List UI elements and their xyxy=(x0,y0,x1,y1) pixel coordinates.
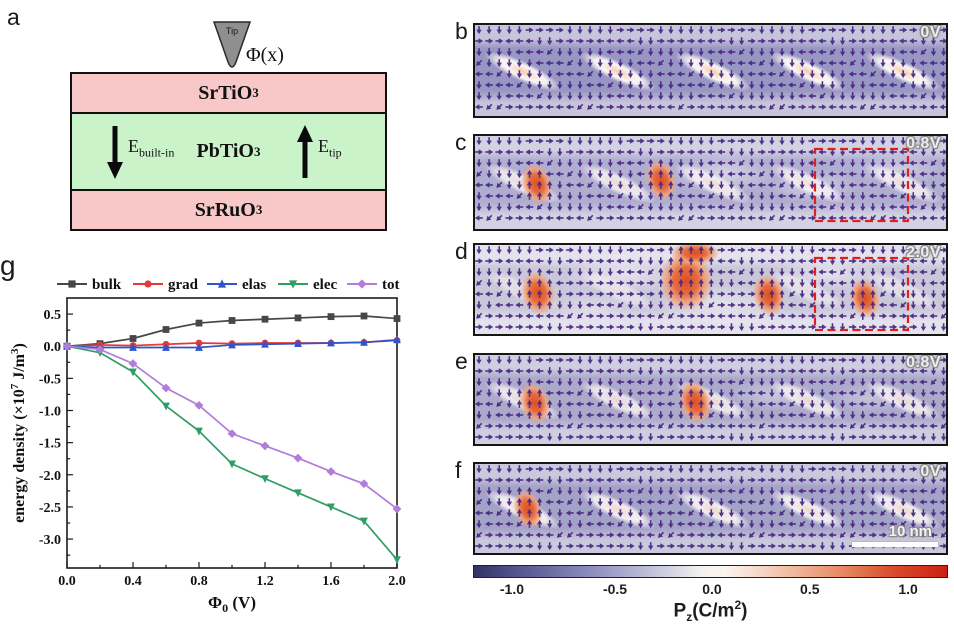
svg-text:-1.5: -1.5 xyxy=(39,437,61,452)
scalebar xyxy=(852,542,938,547)
polarization-map-e xyxy=(473,353,948,446)
colorbar-tick: -1.0 xyxy=(499,581,524,597)
pz-colorbar: -1.0 -0.5 0.0 0.5 1.0 Pz(C/m2) xyxy=(473,565,948,635)
panel-frame xyxy=(473,353,948,446)
vector-arrows xyxy=(474,465,948,551)
layer-srtio3-label: SrTiO xyxy=(198,81,253,104)
tip-label: Tip xyxy=(226,26,238,36)
field-panel-d: 2.0V xyxy=(473,243,948,336)
x-axis-label: Φ0 (V) xyxy=(208,593,256,615)
svg-text:-0.5: -0.5 xyxy=(39,372,61,387)
panel-label-e: e xyxy=(455,348,468,374)
scalebar-label: 10 nm xyxy=(888,523,932,540)
colorbar-tick: 0.5 xyxy=(800,581,820,597)
layer-sruo3: SrRuO 3 xyxy=(72,191,385,229)
voltage-badge-c: 0.8V xyxy=(906,135,941,152)
svg-text:0.4: 0.4 xyxy=(124,574,142,589)
tip-potential-label: Φ(x) xyxy=(246,44,284,66)
polarization-map-f xyxy=(473,462,948,555)
panel-frame xyxy=(473,23,948,118)
colorbar-tick: 0.0 xyxy=(702,581,722,597)
vector-arrows xyxy=(474,26,948,110)
svg-text:0.0: 0.0 xyxy=(44,340,62,355)
vector-arrows xyxy=(474,356,948,442)
legend-item-elec: elec xyxy=(278,277,337,293)
film-stack: SrTiO 3 Ebuilt-in PbTiO 3 Etip SrRuO 3 xyxy=(70,72,387,231)
vector-arrows xyxy=(474,245,948,332)
series-tot xyxy=(62,341,402,514)
panel-label-d: d xyxy=(455,238,468,264)
energy-density-chart: 0.0 0.4 0.8 1.2 1.6 2.0 0.5 0.0 -0.5 -1.0 -1.5 -2.0… xyxy=(9,277,406,615)
panel-label-g: g xyxy=(0,250,16,281)
svg-text:grad: grad xyxy=(168,277,199,293)
colorbar-axis-label: Pz(C/m2) xyxy=(673,598,748,625)
svg-text:elec: elec xyxy=(313,277,337,293)
legend-item-bulk: bulk xyxy=(57,277,122,293)
field-panel-b: 0V xyxy=(473,23,948,118)
layer-sruo3-label: SrRuO xyxy=(194,198,256,221)
svg-text:1.2: 1.2 xyxy=(256,574,274,589)
field-panel-c: 0.8V xyxy=(473,134,948,231)
voltage-badge-b: 0V xyxy=(920,24,941,41)
y-axis-label: energy density (×107 J/m3) xyxy=(9,343,28,523)
e-tip-up-arrow-icon xyxy=(297,125,313,178)
panel-frame xyxy=(473,243,948,336)
polarization-map-b xyxy=(473,23,948,118)
dashed-roi-box xyxy=(813,256,910,332)
svg-text:elas: elas xyxy=(242,277,266,293)
e-builtin-label: Ebuilt-in xyxy=(128,136,175,160)
voltage-badge-d: 2.0V xyxy=(906,244,941,261)
field-panel-e: 0.8V xyxy=(473,353,948,446)
svg-text:-2.0: -2.0 xyxy=(39,469,61,484)
svg-text:-3.0: -3.0 xyxy=(39,533,61,548)
vector-arrows xyxy=(474,137,948,221)
svg-text:-2.5: -2.5 xyxy=(39,501,61,516)
panel-label-a: a xyxy=(7,4,20,30)
svg-text:0.5: 0.5 xyxy=(44,308,62,323)
colorbar-tick: 1.0 xyxy=(898,581,918,597)
svg-text:bulk: bulk xyxy=(92,277,122,293)
svg-text:1.6: 1.6 xyxy=(322,574,340,589)
svg-text:0.8: 0.8 xyxy=(190,574,208,589)
panel-a-schematic: a Tip Φ(x) SrTiO 3 Ebuilt-in PbTiO 3 xyxy=(0,0,448,250)
colorbar-tick: -0.5 xyxy=(602,581,628,597)
voltage-badge-e: 0.8V xyxy=(906,354,941,371)
panel-label-c: c xyxy=(455,129,467,155)
field-panel-f: 0V 10 nm xyxy=(473,462,948,555)
e-tip-label: Etip xyxy=(318,136,342,160)
colorbar-gradient xyxy=(473,565,948,578)
voltage-badge-f: 0V xyxy=(920,463,941,480)
legend-item-elas: elas xyxy=(207,277,266,293)
layer-srtio3: SrTiO 3 xyxy=(72,74,385,114)
panel-frame xyxy=(473,462,948,555)
e-builtin-down-arrow-icon xyxy=(107,126,123,179)
layer-pbtio3-label: PbTiO xyxy=(196,140,254,162)
panel-g-energy-chart: g 0.0 0.4 0.8 1.2 1.6 2.0 0.5 0.0 -0.5 -1.0 -1.5 -2… xyxy=(0,250,448,636)
panel-label-b: b xyxy=(455,18,468,44)
afm-tip-icon: Tip xyxy=(212,21,252,68)
panel-label-f: f xyxy=(455,457,462,483)
layer-pbtio3: Ebuilt-in PbTiO 3 Etip xyxy=(72,114,385,191)
field-panels-column: b c d e f 0V 0.8V 2.0V 0.8V 0V 10 nm xyxy=(455,0,954,636)
legend-item-grad: grad xyxy=(133,277,199,293)
legend-item-tot: tot xyxy=(347,277,400,293)
svg-text:2.0: 2.0 xyxy=(388,574,406,589)
svg-text:-1.0: -1.0 xyxy=(39,405,61,420)
svg-text:0.0: 0.0 xyxy=(58,574,76,589)
panel-frame xyxy=(473,134,948,231)
polarization-map-c xyxy=(473,134,948,231)
svg-text:tot: tot xyxy=(382,277,400,293)
dashed-roi-box xyxy=(813,147,910,223)
polarization-map-d xyxy=(473,243,948,336)
